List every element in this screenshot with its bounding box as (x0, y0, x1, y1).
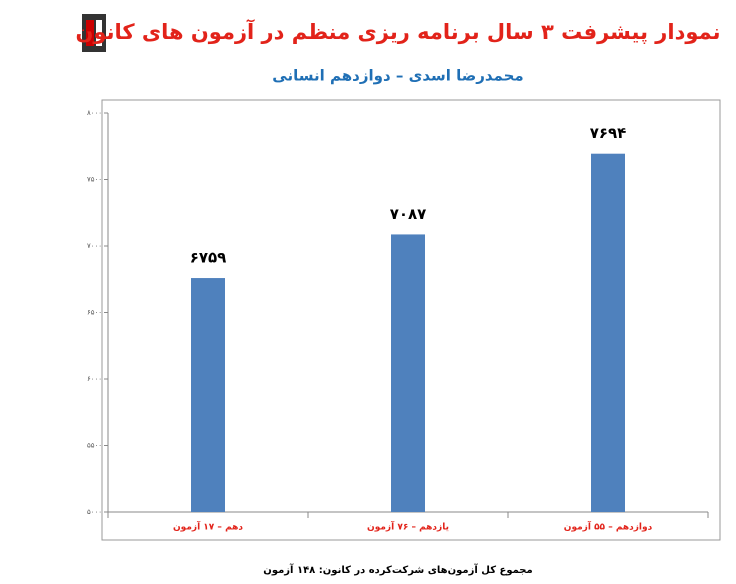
logo-icon (82, 14, 106, 52)
chart-title: نمودار پیشرفت ۳ سال برنامه ریزی منظم در … (75, 19, 720, 44)
y-tick-label: ۵۰۰۰ (87, 508, 102, 516)
value-label: ۷۰۸۷ (390, 205, 427, 223)
y-tick-label: ۷۰۰۰ (87, 242, 102, 250)
value-label: ۶۷۵۹ (190, 249, 227, 267)
x-tick-label: دهم – ۱۷ آزمون (173, 521, 243, 533)
y-tick-label: ۶۵۰۰ (87, 309, 102, 317)
chart-frame (101, 99, 721, 541)
footer-note: مجموع کل آزمون‌های شرکت‌کرده در کانون: ۱… (263, 563, 532, 576)
y-tick-label: ۸۰۰۰ (87, 109, 102, 117)
x-tick-label: یازدهم – ۷۶ آزمون (367, 521, 449, 533)
bar (391, 234, 425, 512)
y-tick-label: ۶۰۰۰ (87, 375, 102, 383)
y-tick-label: ۷۵۰۰ (87, 176, 102, 184)
bar (191, 278, 225, 512)
bar (591, 153, 625, 512)
x-tick-label: دوازدهم – ۵۵ آزمون (564, 521, 653, 533)
chart-subtitle: محمدرضا اسدی – دوازدهم انسانی (272, 67, 523, 85)
value-label: ۷۶۹۴ (590, 124, 627, 142)
y-tick-label: ۵۵۰۰ (87, 442, 102, 450)
